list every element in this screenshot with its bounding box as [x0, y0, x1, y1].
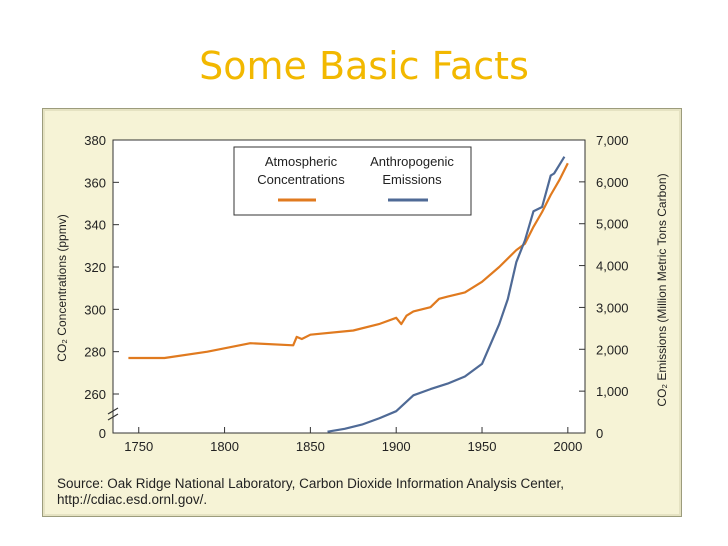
emissions-line	[327, 156, 566, 433]
left-tick-label: 380	[84, 133, 106, 148]
source-line-2: http://cdiac.esd.ornl.gov/.	[57, 492, 208, 507]
right-tick-label: 3,000	[596, 300, 629, 315]
source-line-1: Source: Oak Ridge National Laboratory, C…	[57, 476, 565, 491]
left-tick-label: 260	[84, 387, 106, 402]
legend-atm-line2: Concentrations	[257, 172, 345, 187]
left-tick-label: 320	[84, 260, 106, 275]
left-tick-label: 0	[99, 426, 106, 441]
slide-title: Some Basic Facts	[199, 44, 529, 88]
x-tick-label: 1850	[296, 439, 325, 454]
right-tick-label: 2,000	[596, 342, 629, 357]
series-lines	[128, 156, 569, 433]
concentration-line	[128, 162, 569, 360]
axis-break-mark	[107, 413, 119, 421]
right-axis-ticks: 7,000 6,000 5,000 4,000 3,000 2,000 1,000 0	[579, 133, 629, 441]
x-tick-label: 1900	[382, 439, 411, 454]
left-tick-label: 360	[84, 175, 106, 190]
left-tick-label: 280	[84, 345, 106, 360]
right-tick-label: 5,000	[596, 217, 629, 232]
right-tick-label: 0	[596, 426, 603, 441]
right-tick-label: 1,000	[596, 384, 629, 399]
left-axis-label: CO₂ Concentrations (ppmv)	[55, 214, 69, 361]
left-tick-label: 300	[84, 302, 106, 317]
right-tick-label: 4,000	[596, 259, 629, 274]
left-tick-label: 340	[84, 218, 106, 233]
legend-emi-line1: Anthropogenic	[370, 154, 454, 169]
x-tick-label: 1950	[468, 439, 497, 454]
axis-break-mark	[107, 407, 119, 415]
x-axis-ticks: 1750 1800 1850 1900 1950 2000	[124, 427, 582, 454]
legend: Atmospheric Concentrations Anthropogenic…	[233, 146, 472, 216]
source-note: Source: Oak Ridge National Laboratory, C…	[57, 476, 677, 508]
legend-atm-line1: Atmospheric	[265, 154, 338, 169]
right-tick-label: 7,000	[596, 133, 629, 148]
legend-box	[233, 146, 472, 216]
left-axis-ticks: 380 360 340 320 300 280 260 0	[84, 133, 119, 441]
x-tick-label: 1750	[124, 439, 153, 454]
x-tick-label: 2000	[553, 439, 582, 454]
legend-emi-line2: Emissions	[382, 172, 442, 187]
right-axis-label: CO₂ Emissions (Million Metric Tons Carbo…	[655, 173, 669, 406]
x-tick-label: 1800	[210, 439, 239, 454]
right-tick-label: 6,000	[596, 175, 629, 190]
